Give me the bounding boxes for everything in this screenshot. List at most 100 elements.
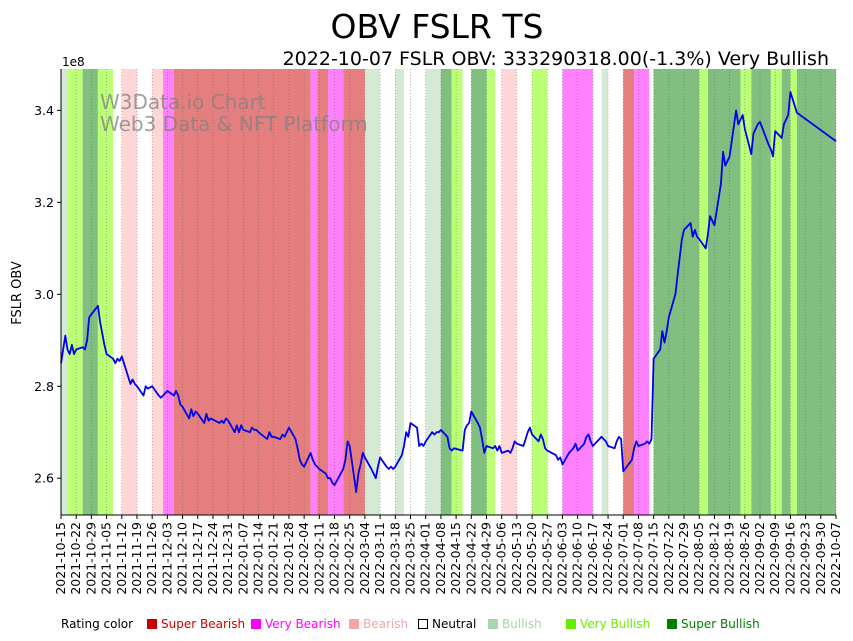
legend-item-very-bullish: Very Bullish	[566, 617, 650, 631]
x-tick-label: 2021-11-05	[99, 522, 114, 595]
rating-band	[699, 69, 708, 515]
x-tick-label: 2021-11-12	[114, 522, 129, 595]
x-tick-label: 2022-03-11	[372, 522, 387, 595]
rating-band	[163, 69, 174, 515]
x-tick-label: 2021-11-26	[144, 522, 159, 595]
rating-band	[486, 69, 496, 515]
rating-band	[152, 69, 164, 515]
rating-band	[82, 69, 98, 515]
legend-item-super-bullish: Super Bullish	[667, 617, 760, 631]
rating-band	[608, 69, 624, 515]
y-axis-label: FSLR OBV	[10, 261, 25, 325]
rating-band	[136, 69, 153, 515]
rating-bands	[61, 69, 836, 515]
legend-label: Super Bullish	[681, 617, 760, 631]
x-tick-label: 2022-08-05	[691, 522, 706, 595]
x-tick-label: 2022-04-15	[448, 522, 463, 595]
x-tick-label: 2022-06-10	[570, 522, 585, 595]
chart-subtitle: 2022-10-07 FSLR OBV: 333290318.00(-1.3%)…	[283, 48, 829, 70]
rating-band	[634, 69, 650, 515]
legend-item-super-bearish: Super Bearish	[147, 617, 245, 631]
series-line	[60, 91, 837, 493]
rating-band	[403, 69, 426, 515]
x-tick-label: 2021-10-22	[68, 522, 83, 595]
x-tick-label: 2022-10-07	[828, 522, 843, 595]
rating-band	[562, 69, 578, 515]
y-tick-label: 3.0	[34, 287, 54, 302]
rating-band	[751, 69, 771, 515]
rating-band	[532, 69, 548, 515]
x-tick-label: 2022-09-09	[767, 522, 782, 595]
rating-band	[121, 69, 137, 515]
legend-swatch	[667, 619, 677, 629]
x-tick-label: 2022-08-26	[737, 522, 752, 595]
rating-band	[707, 69, 741, 515]
rating-band	[61, 69, 68, 515]
rating-band	[310, 69, 318, 515]
y-offset-label: 1e8	[62, 55, 85, 69]
rating-band	[380, 69, 396, 515]
rating-band	[471, 69, 487, 515]
legend-label: Bullish	[502, 617, 542, 631]
y-tick-label: 3.2	[34, 195, 54, 210]
x-tick-label: 2022-04-29	[478, 522, 493, 595]
rating-band	[462, 69, 472, 515]
x-tick-label: 2022-07-22	[661, 522, 676, 595]
x-tick-label: 2022-02-18	[327, 522, 342, 595]
rating-band	[328, 69, 344, 515]
x-tick-label: 2022-04-22	[463, 522, 478, 595]
rating-band	[173, 69, 311, 515]
rating-band	[623, 69, 635, 515]
x-tick-label: 2022-07-29	[676, 522, 691, 595]
x-tick-label: 2022-05-27	[539, 522, 554, 595]
series-lines	[60, 91, 837, 493]
watermark-line-2: Web3 Data & NFT Platform	[100, 112, 368, 136]
x-tick-label: 2022-02-04	[296, 522, 311, 595]
chart-title: OBV FSLR TS	[331, 7, 544, 46]
y-tick-label: 2.8	[34, 379, 54, 394]
rating-band	[317, 69, 329, 515]
legend-label: Neutral	[432, 617, 477, 631]
x-tick-label: 2022-06-17	[585, 522, 600, 595]
x-tick-label: 2022-08-19	[722, 522, 737, 595]
rating-band	[577, 69, 593, 515]
x-tick-label: 2021-10-15	[53, 522, 68, 595]
x-tick-label: 2022-09-16	[782, 522, 797, 595]
legend-title: Rating color	[61, 617, 134, 631]
legend-label: Bearish	[363, 617, 409, 631]
legend-label: Very Bearish	[265, 617, 341, 631]
x-tick-label: 2022-01-21	[266, 522, 281, 595]
x-tick-label: 2022-01-14	[251, 522, 266, 595]
x-tick-label: 2022-03-18	[387, 522, 402, 595]
rating-band	[547, 69, 563, 515]
x-tick-label: 2021-11-19	[129, 522, 144, 595]
rating-band	[781, 69, 791, 515]
rating-band	[67, 69, 83, 515]
rating-band	[790, 69, 797, 515]
x-tick-label: 2022-04-01	[418, 522, 433, 595]
rating-band	[592, 69, 602, 515]
legend-swatch	[566, 619, 576, 629]
watermark: W3Data.io Chart Web3 Data & NFT Platform	[100, 90, 368, 136]
rating-band	[770, 69, 782, 515]
y-tick-label: 2.6	[34, 471, 54, 486]
rating-band	[601, 69, 609, 515]
x-tick-label: 2021-12-31	[220, 522, 235, 595]
rating-band	[495, 69, 502, 515]
x-tick-label: 2022-06-03	[554, 522, 569, 595]
x-tick-label: 2022-05-13	[509, 522, 524, 595]
x-tick-label: 2022-08-12	[706, 522, 721, 595]
rating-band	[425, 69, 441, 515]
rating-band	[501, 69, 517, 515]
rating-band	[97, 69, 114, 515]
legend-swatch	[251, 619, 261, 629]
x-tick-label: 2022-09-30	[813, 522, 828, 595]
x-tick-label: 2022-02-11	[311, 522, 326, 595]
legend-label: Very Bullish	[580, 617, 651, 631]
legend-item-bullish: Bullish	[488, 617, 542, 631]
x-tick-label: 2021-12-24	[205, 522, 220, 595]
x-tick-label: 2022-02-25	[342, 522, 357, 595]
x-tick-label: 2022-05-06	[494, 522, 509, 595]
legend-item-bearish: Bearish	[349, 617, 408, 631]
